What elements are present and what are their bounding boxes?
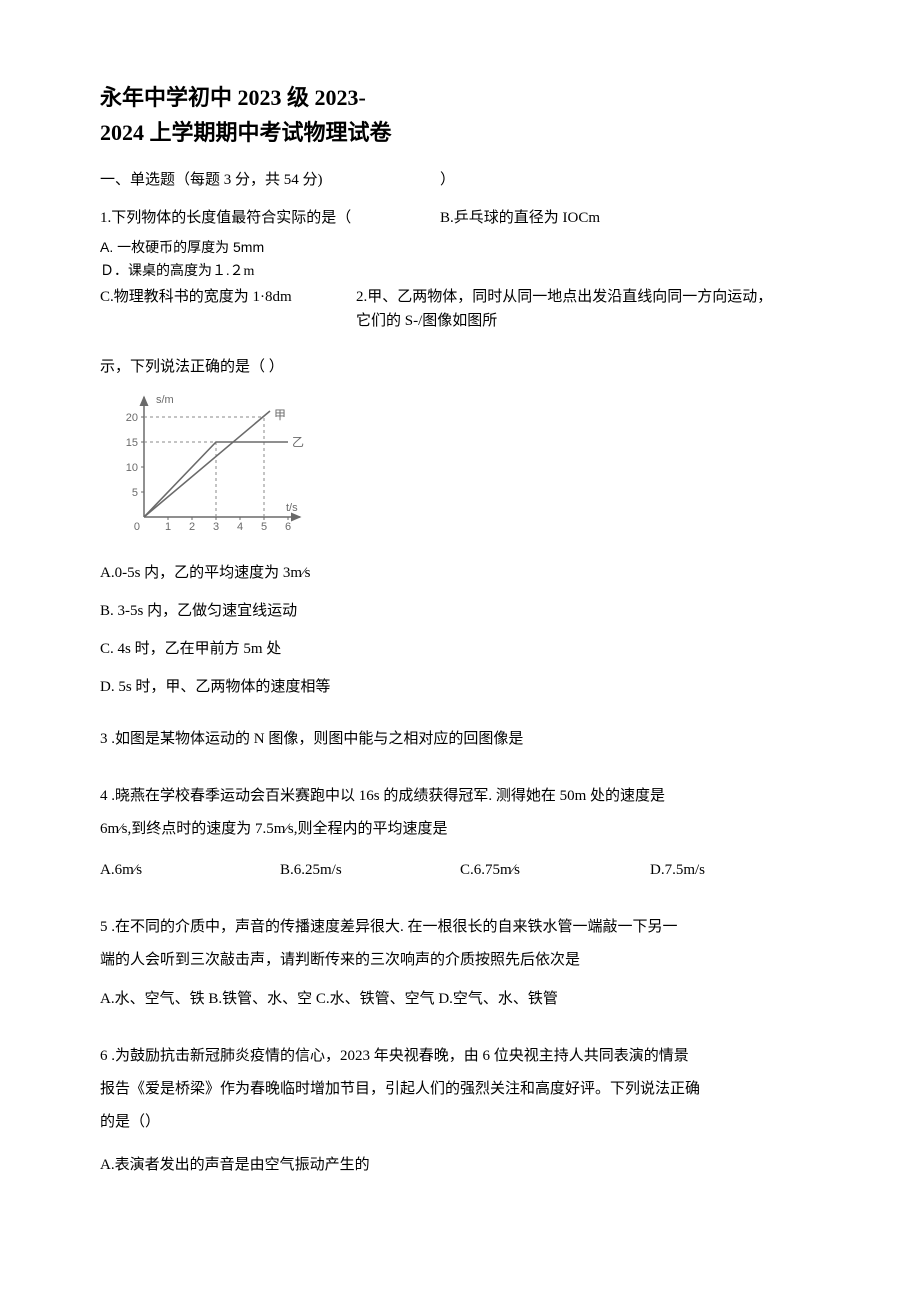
- svg-text:4: 4: [237, 521, 243, 533]
- svg-text:乙: 乙: [292, 435, 304, 449]
- st-graph-svg: 5 10 15 20 0 1 2 3 4 5 6 甲乙 s/m t/s: [108, 389, 308, 539]
- section-1-heading: 一、单选题（每题 3 分，共 54 分) ）: [100, 168, 820, 192]
- q3-stem: 3 .如图是某物体运动的 N 图像，则图中能与之相对应的回图像是: [100, 723, 820, 756]
- q5-stem-1: 5 .在不同的介质中，声音的传播速度差异很大. 在一根很长的自来铁水管一端敲一下…: [100, 911, 820, 944]
- q4-options: A.6m⁄s B.6.25m/s C.6.75m⁄s D.7.5m/s: [100, 854, 820, 887]
- q3: 3 .如图是某物体运动的 N 图像，则图中能与之相对应的回图像是: [100, 723, 820, 756]
- q1-option-a: A. 一枚硬币的厚度为 5mm: [100, 236, 820, 258]
- q2-stem-continued: 示，下列说法正确的是（ ）: [100, 355, 820, 379]
- q5-options: A.水、空气、铁 B.铁管、水、空 C.水、铁管、空气 D.空气、水、铁管: [100, 983, 820, 1016]
- svg-text:15: 15: [126, 437, 138, 449]
- q4-stem-1: 4 .晓燕在学校春季运动会百米赛跑中以 16s 的成绩获得冠军. 测得她在 50…: [100, 780, 820, 813]
- q6-stem-3: 的是（）: [100, 1106, 820, 1139]
- svg-text:1: 1: [165, 521, 171, 533]
- q6-option-a: A.表演者发出的声音是由空气振动产生的: [100, 1149, 820, 1182]
- svg-text:5: 5: [132, 487, 138, 499]
- q2-option-b: B. 3-5s 内，乙做匀速宜线运动: [100, 599, 820, 623]
- q1-option-d: Ｄ．课桌的高度为１.２m: [100, 261, 820, 283]
- q1-stem: 1.下列物体的长度值最符合实际的是（: [100, 210, 351, 226]
- svg-text:20: 20: [126, 412, 138, 424]
- q6-stem-2: 报告《爱是桥梁》作为春晚临时增加节目，引起人们的强烈关注和高度好评。下列说法正确: [100, 1073, 820, 1106]
- q2-option-a: A.0-5s 内，乙的平均速度为 3m⁄s: [100, 561, 820, 585]
- svg-text:2: 2: [189, 521, 195, 533]
- q1-c-and-q2-row: C.物理教科书的宽度为 1·8dm 2.甲、乙两物体，同时从同一地点出发沿直线向…: [100, 285, 820, 309]
- svg-text:5: 5: [261, 521, 267, 533]
- q1-stem-row: 1.下列物体的长度值最符合实际的是（ B.乒乓球的直径为 IOCm: [100, 206, 820, 230]
- svg-text:t/s: t/s: [286, 502, 298, 514]
- q4-option-a: A.6m⁄s: [100, 854, 280, 887]
- stray-paren: ）: [440, 168, 455, 192]
- title-line-2: 2024 上学期期中考试物理试卷: [100, 115, 820, 150]
- q4-option-c: C.6.75m⁄s: [460, 854, 650, 887]
- st-graph: 5 10 15 20 0 1 2 3 4 5 6 甲乙 s/m t/s: [108, 389, 820, 547]
- q2-option-c: C. 4s 时，乙在甲前方 5m 处: [100, 637, 820, 661]
- q5: 5 .在不同的介质中，声音的传播速度差异很大. 在一根很长的自来铁水管一端敲一下…: [100, 911, 820, 1016]
- q4-stem-2: 6m⁄s,到终点时的速度为 7.5m⁄s,则全程内的平均速度是: [100, 813, 820, 846]
- svg-text:s/m: s/m: [156, 394, 174, 406]
- title-line-1: 永年中学初中 2023 级 2023-: [100, 80, 820, 115]
- svg-text:甲: 甲: [274, 408, 286, 422]
- q6-stem-1: 6 .为鼓励抗击新冠肺炎疫情的信心，2023 年央视春晚，由 6 位央视主持人共…: [100, 1040, 820, 1073]
- q2-option-d: D. 5s 时，甲、乙两物体的速度相等: [100, 675, 820, 699]
- exam-title: 永年中学初中 2023 级 2023- 2024 上学期期中考试物理试卷: [100, 80, 820, 150]
- section-1-text: 一、单选题（每题 3 分，共 54 分): [100, 172, 323, 188]
- q1-option-b: B.乒乓球的直径为 IOCm: [440, 206, 600, 230]
- q1-option-c: C.物理教科书的宽度为 1·8dm: [100, 285, 292, 309]
- svg-text:6: 6: [285, 521, 291, 533]
- q4-option-d: D.7.5m/s: [650, 854, 770, 887]
- q4: 4 .晓燕在学校春季运动会百米赛跑中以 16s 的成绩获得冠军. 测得她在 50…: [100, 780, 820, 887]
- q2-stem-right: 2.甲、乙两物体，同时从同一地点出发沿直线向同一方向运动，它们的 S-/图像如图…: [356, 285, 786, 333]
- svg-text:3: 3: [213, 521, 219, 533]
- svg-text:10: 10: [126, 462, 138, 474]
- q6: 6 .为鼓励抗击新冠肺炎疫情的信心，2023 年央视春晚，由 6 位央视主持人共…: [100, 1040, 820, 1182]
- q5-stem-2: 端的人会听到三次敲击声，请判断传来的三次响声的介质按照先后依次是: [100, 944, 820, 977]
- q4-option-b: B.6.25m/s: [280, 854, 460, 887]
- svg-text:0: 0: [134, 521, 140, 533]
